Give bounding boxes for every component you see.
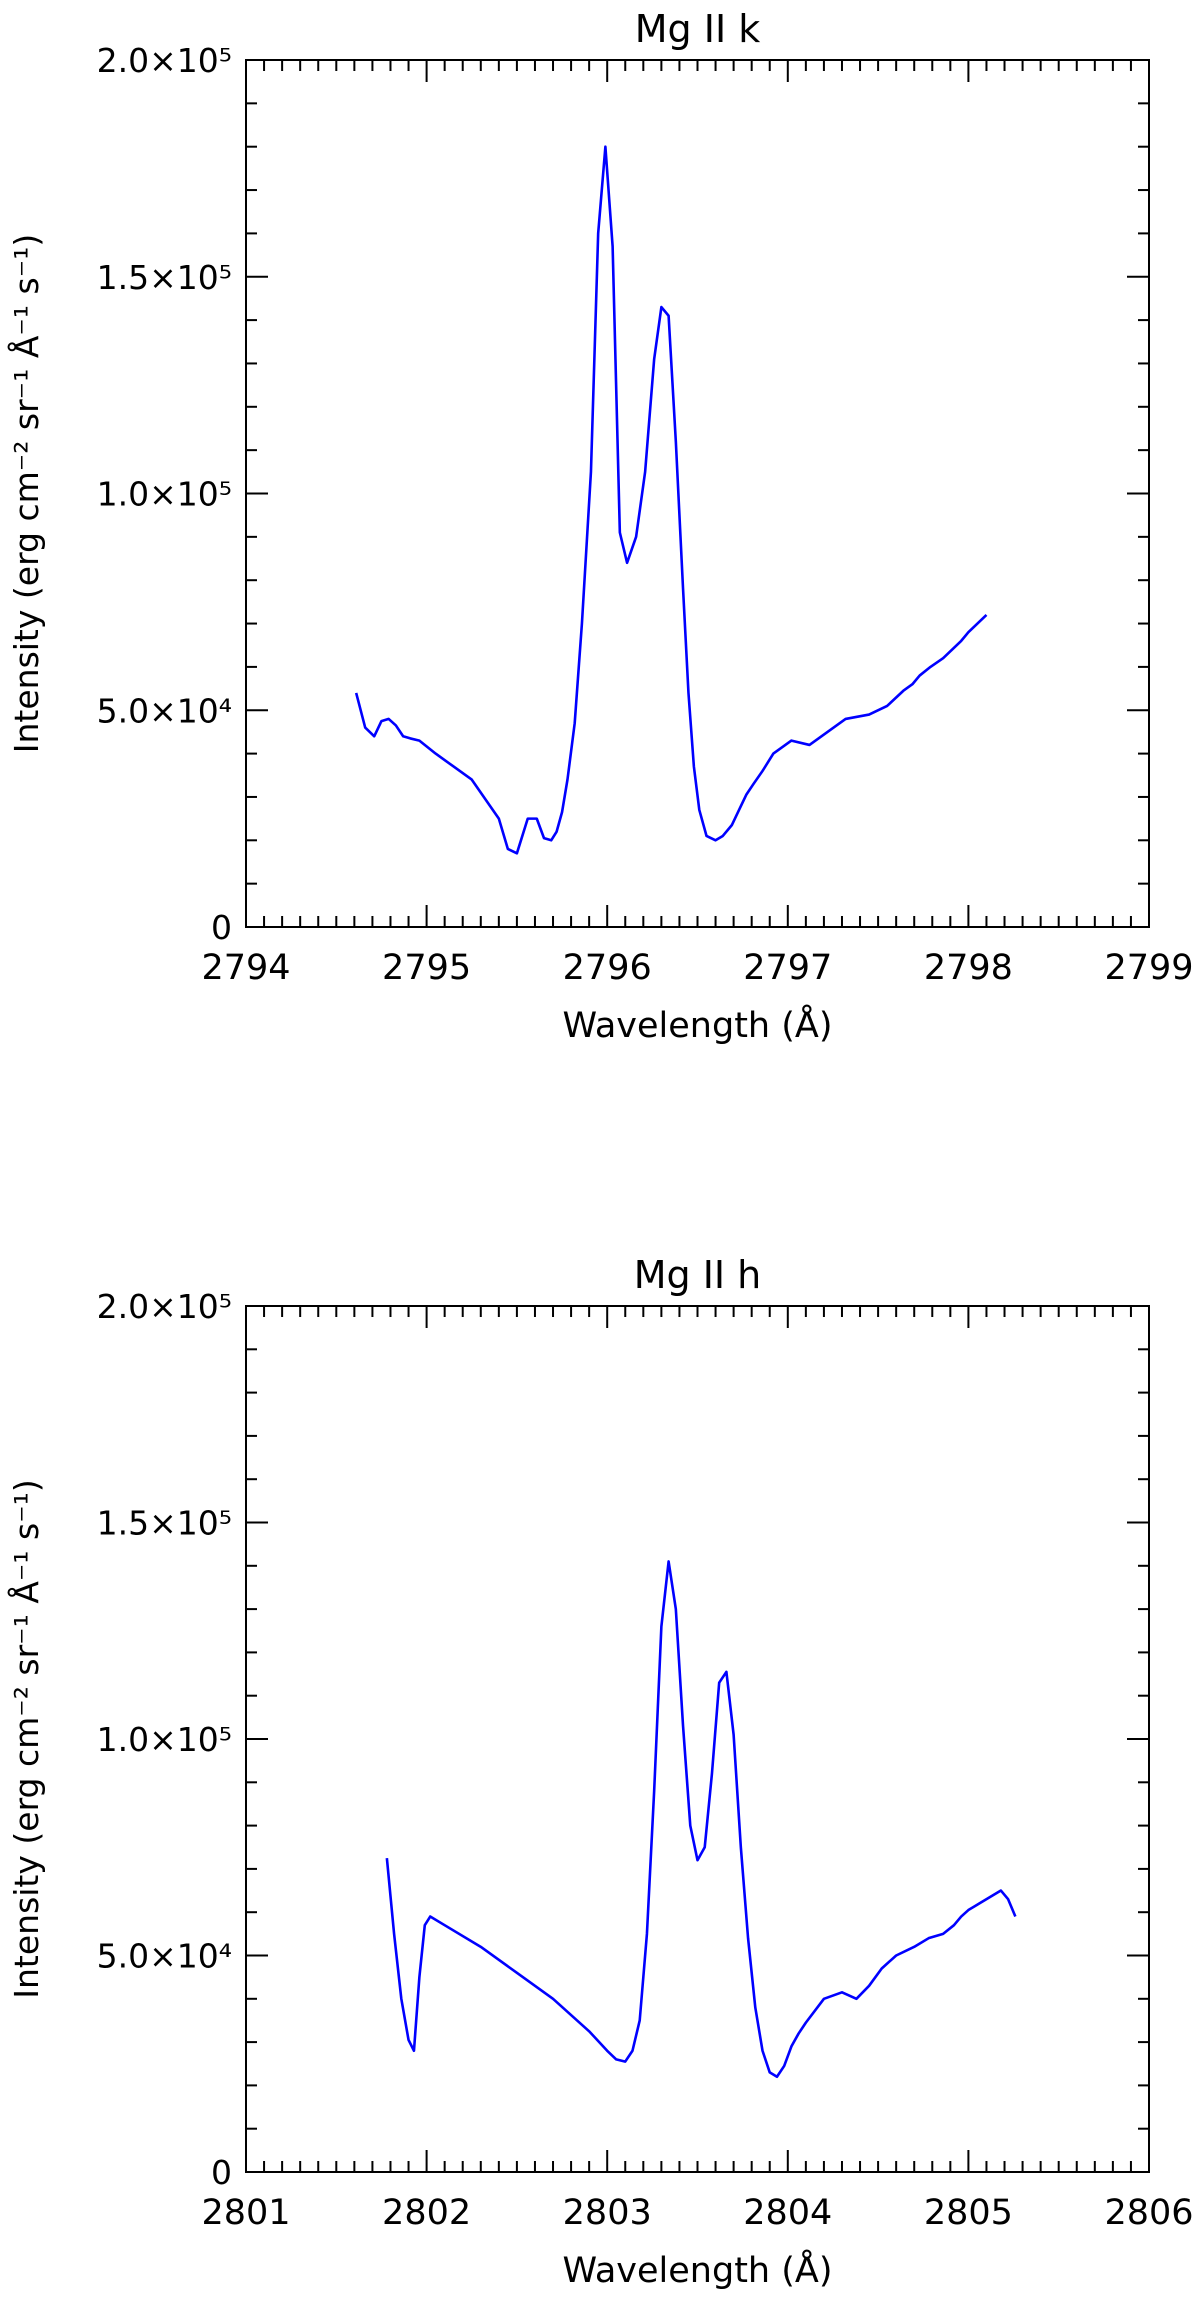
y-tick-label: 1.5×10⁵	[97, 1504, 232, 1543]
series-line	[354, 145, 988, 855]
y-tick-label: 5.0×10⁴	[97, 1937, 232, 1976]
x-tick-label: 2796	[563, 948, 652, 988]
y-axis-label: Intensity (erg cm⁻² sr⁻¹ Å⁻¹ s⁻¹)	[6, 234, 46, 753]
x-axis-label: Wavelength (Å)	[562, 2248, 832, 2291]
chart-title: Mg II h	[634, 1253, 762, 1297]
x-tick-label: 2803	[563, 2193, 652, 2233]
tick-marks	[245, 1305, 1150, 2173]
y-tick-label: 1.0×10⁵	[97, 1720, 232, 1759]
x-tick-label: 2802	[382, 2193, 471, 2233]
tick-labels: 2801 2802 2803 2804 2805 2806 0 5.0×10⁴ 1.0×10⁵ 1…	[97, 1287, 1194, 2233]
y-tick-label: 1.5×10⁵	[97, 258, 232, 297]
plot-frame	[245, 1305, 1150, 2173]
tick-labels: 2794 2795 2796 2797 2798 2799 0 5.0×10⁴ 1.0×10⁵ 1…	[97, 41, 1194, 988]
series-line	[385, 1560, 1017, 2079]
y-tick-label: 2.0×10⁵	[97, 1287, 232, 1326]
chart-panel-mg-ii-h: Mg II h Wavelength (Å) Intensity (erg cm…	[6, 1253, 1194, 2291]
x-tick-label: 2798	[924, 948, 1013, 988]
x-tick-label: 2799	[1104, 948, 1193, 988]
y-tick-label: 2.0×10⁵	[97, 41, 232, 80]
y-tick-label: 5.0×10⁴	[97, 691, 232, 730]
x-tick-label: 2805	[924, 2193, 1013, 2233]
x-tick-label: 2795	[382, 948, 471, 988]
y-tick-label: 1.0×10⁵	[97, 475, 232, 514]
plot-frame	[245, 59, 1150, 928]
x-tick-label: 2801	[201, 2193, 290, 2233]
y-tick-label: 0	[211, 2153, 232, 2192]
chart-panel-mg-ii-k: Mg II k Wavelength (Å) Intensity (erg cm…	[6, 7, 1194, 1046]
y-axis-label: Intensity (erg cm⁻² sr⁻¹ Å⁻¹ s⁻¹)	[6, 1479, 46, 1998]
x-axis-label: Wavelength (Å)	[562, 1003, 832, 1046]
x-tick-label: 2804	[743, 2193, 832, 2233]
x-tick-label: 2806	[1104, 2193, 1193, 2233]
x-tick-label: 2794	[201, 948, 290, 988]
x-tick-label: 2797	[743, 948, 832, 988]
y-tick-label: 0	[211, 908, 232, 947]
chart-title: Mg II k	[635, 7, 761, 51]
